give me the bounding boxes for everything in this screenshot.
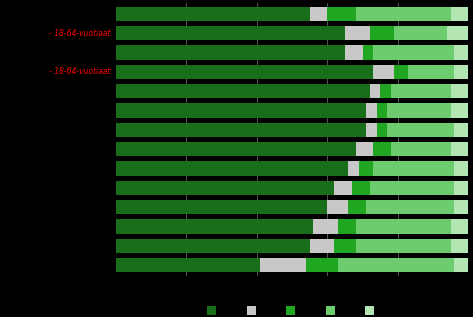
Bar (334, 239, 356, 253)
Text: - 18-64-vuotiaat: - 18-64-vuotiaat (49, 67, 111, 76)
Bar (447, 26, 468, 40)
Bar (345, 45, 363, 60)
Bar (373, 142, 391, 156)
Bar (352, 181, 369, 195)
Bar (387, 123, 454, 137)
Bar (366, 123, 377, 137)
Bar (391, 84, 451, 98)
Bar (394, 65, 408, 79)
Bar (334, 181, 352, 195)
Bar (362, 45, 373, 60)
Bar (345, 26, 369, 40)
Bar (359, 161, 373, 176)
Bar (454, 45, 468, 60)
Bar (338, 258, 454, 272)
Bar (306, 258, 338, 272)
Bar (356, 239, 451, 253)
Bar (454, 258, 468, 272)
Bar (454, 123, 468, 137)
Text: - 18-64-vuotiaat: - 18-64-vuotiaat (49, 29, 111, 38)
Bar (373, 161, 454, 176)
Bar (451, 7, 468, 21)
Bar (366, 103, 377, 118)
Bar (327, 200, 349, 214)
Bar (451, 219, 468, 234)
Bar (116, 103, 366, 118)
Bar (451, 239, 468, 253)
Bar (356, 7, 451, 21)
Bar (356, 142, 373, 156)
Bar (451, 142, 468, 156)
Bar (451, 103, 468, 118)
Bar (327, 7, 356, 21)
Bar (454, 161, 468, 176)
Bar (116, 26, 345, 40)
Bar (391, 142, 451, 156)
Bar (116, 258, 260, 272)
Bar (116, 84, 369, 98)
Bar (369, 181, 454, 195)
Bar (380, 84, 391, 98)
Bar (338, 219, 356, 234)
Bar (408, 65, 454, 79)
Bar (373, 65, 394, 79)
Bar (116, 123, 366, 137)
Bar (310, 7, 327, 21)
Bar (454, 181, 468, 195)
Bar (366, 200, 454, 214)
Bar (349, 200, 366, 214)
Bar (116, 161, 349, 176)
Bar (116, 142, 356, 156)
Bar (260, 258, 306, 272)
Bar (377, 123, 387, 137)
Bar (387, 103, 451, 118)
Legend: , , , , : , , , , (207, 306, 377, 315)
Bar (377, 103, 387, 118)
Bar (454, 65, 468, 79)
Bar (116, 239, 310, 253)
Bar (116, 181, 334, 195)
Bar (349, 161, 359, 176)
Bar (451, 84, 468, 98)
Bar (116, 65, 373, 79)
Bar (310, 239, 334, 253)
Bar (454, 200, 468, 214)
Bar (116, 219, 313, 234)
Bar (116, 200, 327, 214)
Bar (369, 84, 380, 98)
Bar (369, 26, 394, 40)
Bar (116, 7, 310, 21)
Bar (394, 26, 447, 40)
Bar (116, 45, 345, 60)
Bar (356, 219, 451, 234)
Bar (313, 219, 338, 234)
Bar (373, 45, 454, 60)
